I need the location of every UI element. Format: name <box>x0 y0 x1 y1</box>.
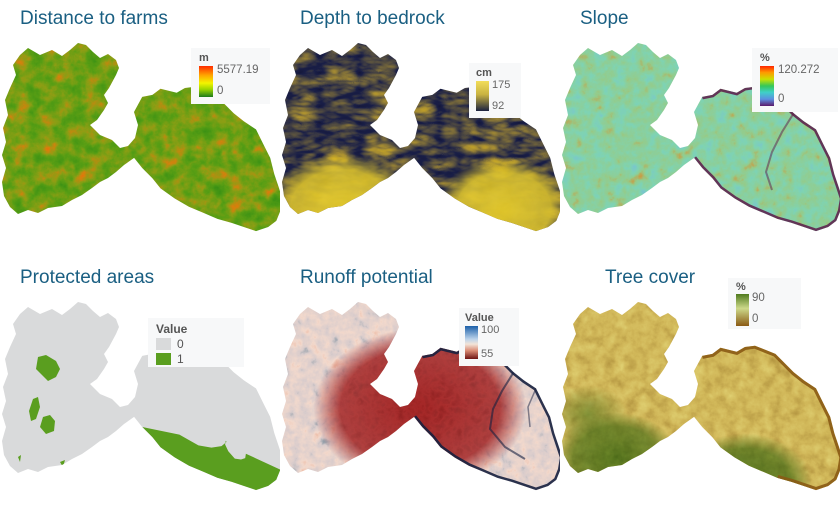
svg-text:%: % <box>736 281 746 293</box>
svg-text:55: 55 <box>481 348 493 360</box>
svg-text:0: 0 <box>177 337 184 351</box>
svg-text:m: m <box>199 52 209 64</box>
svg-text:90: 90 <box>752 292 765 304</box>
svg-text:cm: cm <box>476 67 492 79</box>
svg-text:100: 100 <box>481 324 499 336</box>
svg-text:5577.19: 5577.19 <box>217 64 259 76</box>
svg-text:0: 0 <box>752 313 758 325</box>
svg-text:Value: Value <box>156 322 188 336</box>
svg-text:0: 0 <box>778 93 784 105</box>
svg-text:175: 175 <box>492 79 510 91</box>
svg-text:%: % <box>760 52 770 64</box>
svg-text:1: 1 <box>177 352 184 366</box>
svg-text:0: 0 <box>217 85 223 97</box>
svg-text:Value: Value <box>465 312 494 324</box>
svg-text:92: 92 <box>492 100 504 112</box>
svg-text:120.272: 120.272 <box>778 64 820 76</box>
